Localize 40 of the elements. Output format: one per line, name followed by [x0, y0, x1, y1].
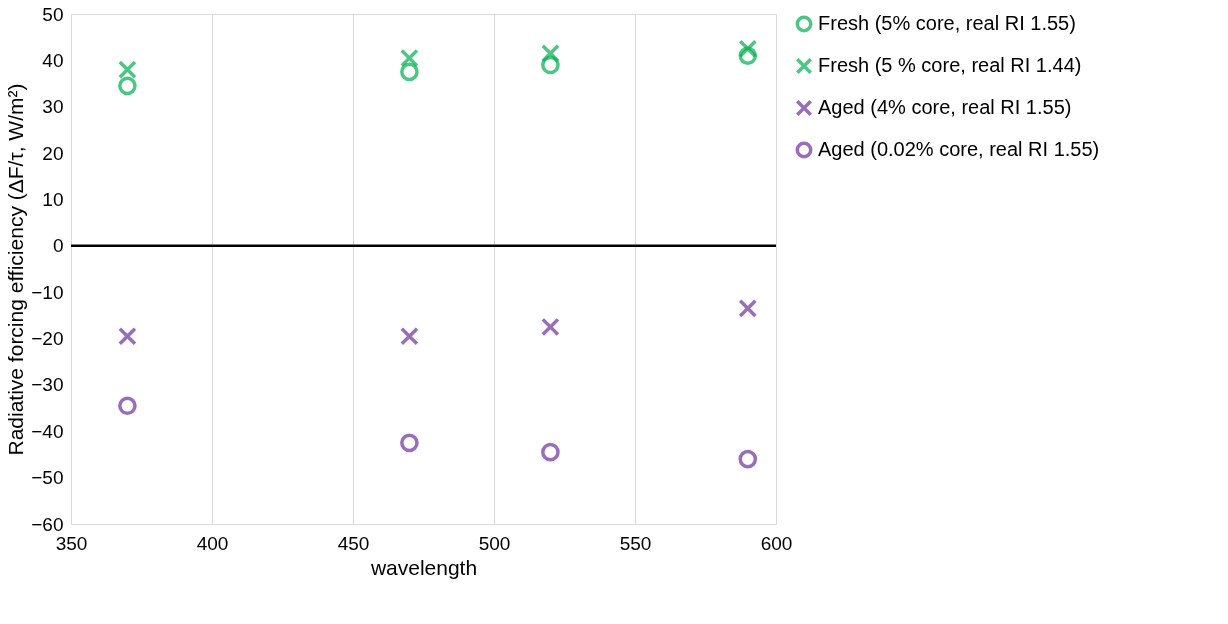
y-tick-label: −40	[31, 420, 64, 442]
y-axis-title: Radiative forcing efficiency (ΔF/τ, W/m²)	[4, 83, 28, 456]
point	[738, 46, 758, 66]
y-tick-label: −20	[31, 328, 64, 350]
point	[118, 60, 137, 79]
y-tick-label: −50	[31, 467, 64, 489]
point	[118, 76, 137, 96]
legend-label: Fresh (5 % core, real RI 1.44)	[818, 54, 1082, 76]
point	[400, 62, 419, 82]
y-tick-label: −30	[31, 374, 64, 396]
point	[400, 48, 419, 68]
y-tick-label: −10	[31, 281, 64, 303]
y-tick-label: 40	[42, 49, 64, 71]
y-tick-label: 30	[42, 96, 64, 118]
point	[541, 55, 560, 75]
point	[400, 326, 419, 346]
x-tick-label: 350	[55, 532, 88, 554]
x-tick-label: 550	[619, 532, 652, 554]
point	[738, 39, 758, 59]
point	[541, 44, 560, 63]
y-tick-label: −60	[31, 513, 64, 535]
y-tick-label: 50	[42, 3, 64, 25]
y-tick-label: 0	[52, 235, 64, 257]
x-tick-label: 450	[337, 532, 370, 554]
y-tick-label: 20	[42, 142, 64, 164]
legend-label: Aged (0.02% core, real RI 1.55)	[818, 138, 1100, 160]
x-tick-label: 400	[196, 532, 229, 554]
point	[738, 299, 758, 318]
point	[738, 449, 758, 469]
y-tick-label: 10	[42, 188, 64, 210]
x-axis-title: wavelength	[369, 555, 478, 579]
point	[400, 433, 419, 453]
point	[118, 326, 137, 346]
point	[541, 442, 560, 462]
point	[541, 317, 560, 337]
x-tick-label: 600	[760, 532, 793, 554]
point	[118, 396, 137, 416]
legend-label: Aged (4% core, real RI 1.55)	[818, 96, 1072, 118]
legend-label: Fresh (5% core, real RI 1.55)	[818, 12, 1076, 34]
x-tick-label: 500	[478, 532, 511, 554]
